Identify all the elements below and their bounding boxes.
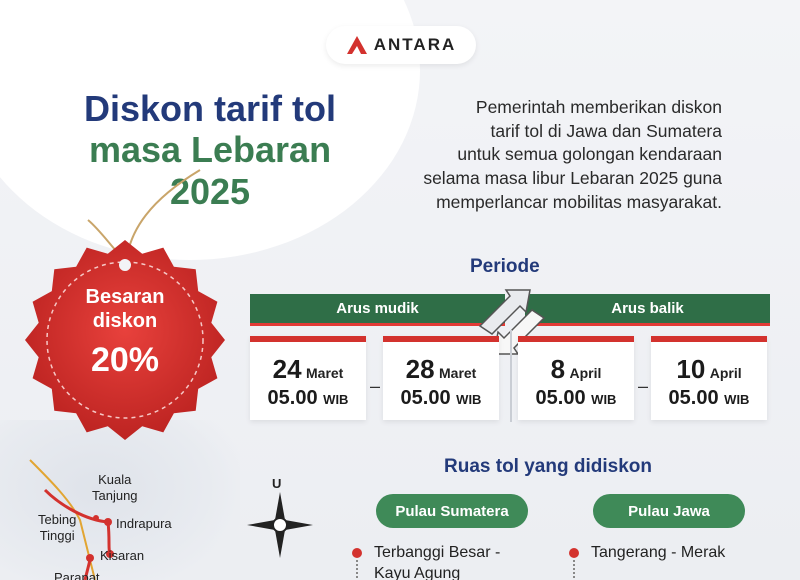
route-line-text: Tangerang - Merak — [591, 544, 726, 561]
date-time: 05.00 — [668, 387, 719, 409]
date-time: 05.00 — [400, 387, 451, 409]
route-line-text: Kayu Agung — [374, 564, 461, 580]
map-label-parapat: Parapat — [54, 570, 100, 580]
title-line-1: Diskon tarif tol — [83, 88, 337, 129]
route-marker-icon — [352, 548, 362, 558]
arus-balik-bar: Arus balik — [525, 294, 770, 326]
sumatera-pill: Pulau Sumatera — [376, 494, 528, 528]
map-label-tebing-tinggi: Tebing Tinggi — [38, 512, 76, 543]
map-label-line: Tinggi — [39, 527, 75, 543]
map-label-line: Tanjung — [92, 487, 138, 503]
description: Pemerintah memberikan diskon tarif tol d… — [378, 96, 722, 214]
description-line: memperlancar mobilitas masyarakat. — [436, 191, 722, 212]
periode-heading: Periode — [470, 256, 540, 277]
map-label-kisaran: Kisaran — [100, 548, 145, 563]
date-separator: – — [370, 376, 381, 396]
date-mudik-start: 24 Maret 05.00 WIB — [250, 336, 366, 420]
badge-line-1: Besaran — [85, 286, 165, 308]
page-title: Diskon tarif tol masa Lebaran 2025 — [60, 88, 360, 212]
sumatera-route: Terbanggi Besar - Kayu Agung — [374, 543, 500, 580]
compass-icon — [247, 492, 313, 558]
date-zone: WIB — [724, 392, 750, 407]
date-balik-start: 8 April 05.00 WIB — [518, 336, 634, 420]
date-zone: WIB — [456, 392, 482, 407]
date-balik-end: 10 April 05.00 WIB — [651, 336, 767, 420]
two-way-arrow-icon — [478, 289, 546, 355]
description-line: untuk semua golongan kendaraan — [457, 144, 722, 165]
jawa-route: Tangerang - Merak — [591, 543, 725, 564]
date-mudik-end: 28 Maret 05.00 WIB — [383, 336, 499, 420]
discount-badge-icon — [25, 240, 225, 440]
date-month: April — [569, 365, 602, 381]
route-line — [573, 560, 575, 580]
date-zone: WIB — [591, 392, 617, 407]
date-day: 28 — [405, 354, 435, 384]
periode-divider — [510, 330, 512, 422]
date-separator: – — [638, 376, 649, 396]
date-day: 8 — [550, 354, 566, 384]
date-month: Maret — [439, 365, 477, 381]
logo-text: ANTARA — [373, 35, 457, 54]
date-time: 05.00 — [267, 387, 318, 409]
antara-logo: ANTARA — [326, 26, 476, 64]
route-marker-icon — [569, 548, 579, 558]
sumatera-map-icon — [29, 459, 114, 580]
date-month: April — [709, 365, 742, 381]
date-day: 24 — [272, 354, 302, 384]
date-time: 05.00 — [535, 387, 586, 409]
compass-north-label: U — [272, 476, 282, 491]
map-background — [0, 420, 240, 580]
discount-badge: Besaran diskon 20% — [20, 285, 230, 380]
date-zone: WIB — [323, 392, 349, 407]
title-line-2: masa Lebaran — [88, 129, 332, 171]
map-label-line: Kuala — [98, 472, 132, 487]
jawa-pill: Pulau Jawa — [593, 494, 745, 528]
route-line-text: Terbanggi Besar - — [374, 544, 501, 561]
description-line: Pemerintah memberikan diskon — [475, 97, 722, 117]
ruas-heading: Ruas tol yang didiskon — [444, 456, 652, 477]
map-label-line: Tebing — [38, 512, 77, 527]
antara-logo-icon — [346, 36, 367, 54]
date-month: Maret — [306, 365, 344, 381]
date-day: 10 — [676, 354, 706, 384]
title-line-3: 2025 — [169, 170, 251, 212]
map-label-indrapura: Indrapura — [116, 516, 172, 531]
description-line: tarif tol di Jawa dan Sumatera — [490, 120, 722, 141]
description-line: selama masa libur Lebaran 2025 guna — [423, 167, 722, 188]
arus-mudik-bar: Arus mudik — [250, 294, 505, 326]
badge-value: 20% — [90, 341, 160, 379]
route-line — [356, 560, 358, 580]
badge-line-2: diskon — [92, 310, 158, 332]
map-label-kuala-tanjung: Kuala Tanjung — [92, 472, 138, 503]
